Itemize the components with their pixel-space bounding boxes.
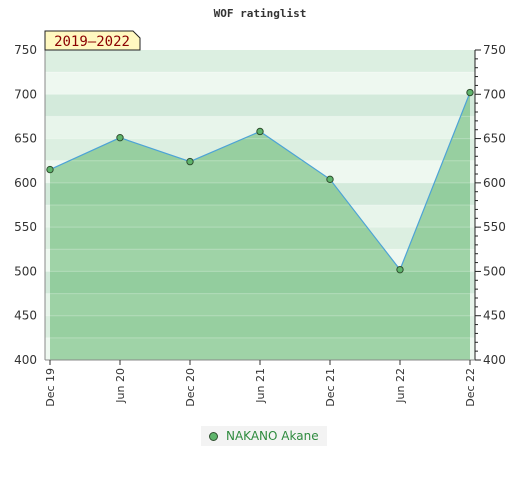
y-axis-left: 400 450 500 550 600 650 700 750	[14, 43, 46, 367]
data-point	[396, 265, 404, 274]
y-tick-label-left: 500	[14, 264, 37, 278]
y-tick-label-left: 450	[14, 309, 37, 323]
legend: NAKANO Akane	[201, 426, 327, 446]
y-tick-label-right: 600	[483, 176, 506, 190]
data-point	[256, 127, 264, 136]
y-tick-label-right: 750	[483, 43, 506, 57]
data-point	[326, 175, 334, 184]
legend-label: NAKANO Akane	[226, 429, 319, 443]
y-tick-label-right: 500	[483, 264, 506, 278]
x-tick-label: Dec 20	[184, 368, 197, 407]
legend-marker-icon	[209, 431, 218, 441]
x-tick-label: Dec 22	[464, 368, 477, 407]
data-point-layer	[46, 88, 474, 274]
x-tick-label: Jun 22	[394, 368, 407, 404]
data-point	[466, 88, 474, 97]
y-tick-label-right: 650	[483, 132, 506, 146]
background-band	[45, 116, 475, 139]
period-badge-label: 2019–2022	[54, 34, 130, 50]
y-tick-label-right: 550	[483, 220, 506, 234]
x-tick-label: Jun 21	[254, 368, 267, 404]
y-tick-label-right: 400	[483, 353, 506, 367]
period-badge: 2019–2022	[44, 30, 141, 51]
y-tick-label-left: 400	[14, 353, 37, 367]
x-axis: Dec 19 Jun 20 Dec 20 Jun 21 Dec 21 Jun 22 Dec …	[44, 359, 477, 407]
y-tick-label-left: 700	[14, 87, 37, 101]
y-tick-label-right: 450	[483, 309, 506, 323]
x-tick-label: Dec 21	[324, 368, 337, 407]
y-tick-label-right: 700	[483, 87, 506, 101]
background-band	[45, 94, 475, 117]
y-tick-label-left: 750	[14, 43, 37, 57]
background-band	[45, 72, 475, 95]
x-tick-label: Dec 19	[44, 368, 57, 407]
chart-title: WOF ratinglist	[214, 7, 307, 20]
y-tick-label-left: 650	[14, 132, 37, 146]
area-fill	[50, 92, 470, 360]
background-band	[45, 50, 475, 73]
data-point	[46, 165, 54, 174]
area-fill-layer	[45, 71, 475, 361]
y-axis-right: 400 450 500 550 600 650 700 750	[474, 43, 506, 367]
data-point	[116, 133, 124, 142]
y-tick-label-left: 550	[14, 220, 37, 234]
x-tick-label: Jun 20	[114, 368, 127, 404]
data-point	[186, 157, 194, 166]
y-tick-label-left: 600	[14, 176, 37, 190]
